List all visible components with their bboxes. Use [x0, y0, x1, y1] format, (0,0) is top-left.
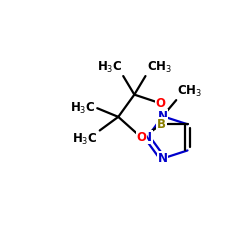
Text: CH$_3$: CH$_3$: [178, 84, 203, 99]
Text: O: O: [155, 97, 165, 110]
Text: N: N: [158, 110, 168, 123]
Text: H$_3$C: H$_3$C: [70, 101, 95, 116]
Text: N: N: [158, 152, 168, 165]
Text: N: N: [142, 131, 152, 144]
Text: H$_3$C: H$_3$C: [96, 60, 122, 75]
Text: H$_3$C: H$_3$C: [72, 132, 98, 147]
Text: CH$_3$: CH$_3$: [147, 60, 172, 75]
Text: B: B: [157, 118, 166, 131]
Text: O: O: [137, 132, 147, 144]
